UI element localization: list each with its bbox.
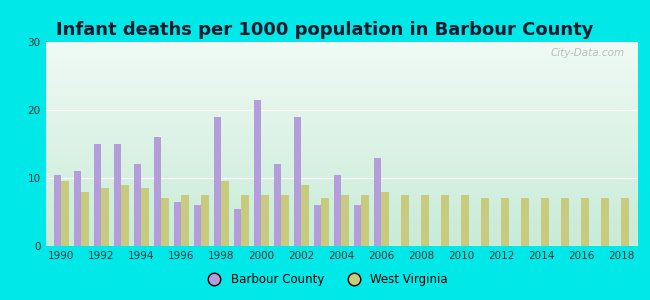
Bar bbox=[54, 175, 62, 246]
Bar bbox=[222, 182, 229, 246]
Bar bbox=[194, 205, 202, 246]
Bar bbox=[254, 100, 261, 246]
Bar bbox=[134, 164, 142, 246]
Bar bbox=[333, 175, 341, 246]
Bar bbox=[361, 195, 369, 246]
Text: Infant deaths per 1000 population in Barbour County: Infant deaths per 1000 population in Bar… bbox=[57, 21, 593, 39]
Bar bbox=[94, 144, 101, 246]
Bar bbox=[302, 185, 309, 246]
Bar bbox=[621, 198, 629, 246]
Bar bbox=[561, 198, 569, 246]
Legend: Barbour County, West Virginia: Barbour County, West Virginia bbox=[198, 269, 452, 291]
Bar bbox=[214, 117, 222, 246]
Bar bbox=[374, 158, 381, 246]
Bar bbox=[341, 195, 349, 246]
Bar bbox=[501, 198, 509, 246]
Bar bbox=[521, 198, 528, 246]
Bar bbox=[202, 195, 209, 246]
Bar bbox=[261, 195, 269, 246]
Bar bbox=[481, 198, 489, 246]
Bar bbox=[174, 202, 181, 246]
Bar bbox=[541, 198, 549, 246]
Bar bbox=[601, 198, 608, 246]
Bar bbox=[581, 198, 589, 246]
Bar bbox=[421, 195, 429, 246]
Bar bbox=[314, 205, 321, 246]
Bar bbox=[101, 188, 109, 246]
Bar bbox=[321, 198, 329, 246]
Bar bbox=[354, 205, 361, 246]
Bar bbox=[461, 195, 469, 246]
Bar bbox=[241, 195, 249, 246]
Bar bbox=[441, 195, 448, 246]
Bar bbox=[114, 144, 122, 246]
Bar bbox=[181, 195, 189, 246]
Bar bbox=[234, 208, 241, 246]
Bar bbox=[74, 171, 81, 246]
Bar bbox=[154, 137, 161, 246]
Bar bbox=[161, 198, 169, 246]
Bar bbox=[142, 188, 149, 246]
Bar bbox=[294, 117, 302, 246]
Bar bbox=[122, 185, 129, 246]
Bar bbox=[81, 192, 89, 246]
Bar bbox=[381, 192, 389, 246]
Bar bbox=[401, 195, 409, 246]
Bar bbox=[62, 182, 69, 246]
Bar bbox=[281, 195, 289, 246]
Text: City-Data.com: City-Data.com bbox=[551, 48, 625, 58]
Bar bbox=[274, 164, 281, 246]
